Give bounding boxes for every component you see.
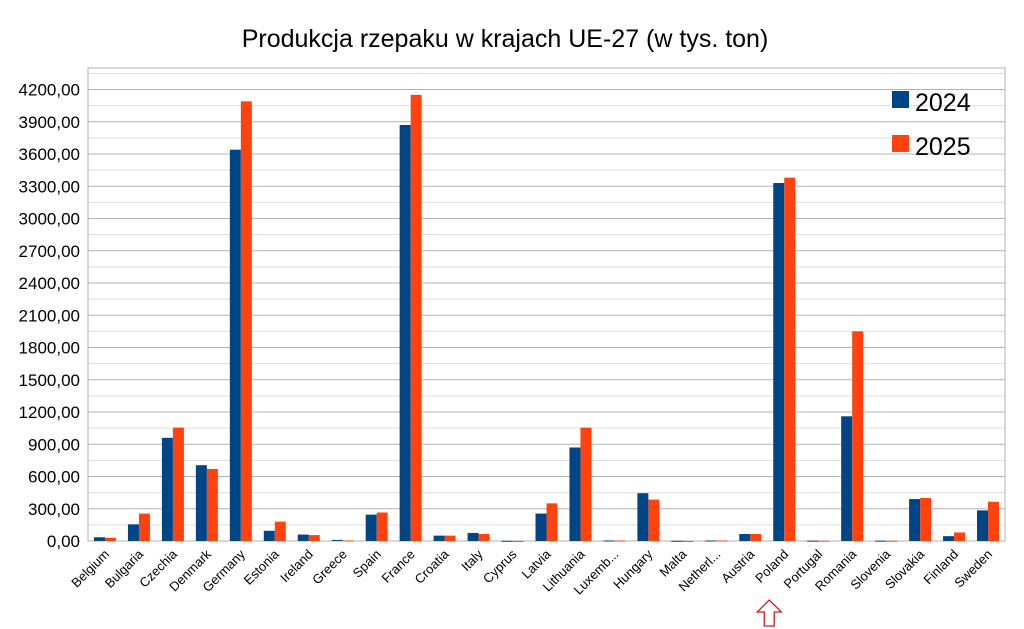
bar-2025-Estonia <box>274 521 286 541</box>
y-tick-label: 3600,00 <box>19 145 80 164</box>
legend-label-2025: 2025 <box>915 133 971 161</box>
bars <box>93 94 1000 542</box>
bar-2025-Czechia <box>172 427 184 541</box>
bar-2024-Finland <box>943 536 955 541</box>
bar-2025-Belgium <box>104 537 116 541</box>
bar-2025-Lithuania <box>580 427 592 541</box>
legend: 2024 2025 <box>892 89 971 161</box>
bar-2025-Denmark <box>206 468 218 541</box>
bar-2025-Ireland <box>308 535 320 541</box>
y-tick-label: 3900,00 <box>19 113 80 132</box>
bar-2024-Italy <box>467 532 479 541</box>
bar-2024-Greece <box>331 539 343 541</box>
y-tick-label: 2700,00 <box>19 242 80 261</box>
bar-2024-Sweden <box>977 510 989 541</box>
y-tick-label: 900,00 <box>28 435 80 454</box>
y-tick-label: 4200,00 <box>19 81 80 100</box>
bar-2025-Hungary <box>648 499 660 541</box>
bar-2025-Netherl... <box>716 540 728 542</box>
bar-2025-Portugal <box>818 540 830 542</box>
bar-2024-Austria <box>739 534 751 541</box>
bar-2025-Cyprus <box>512 540 524 542</box>
bar-2024-Romania <box>841 416 853 541</box>
bar-2024-Slovakia <box>909 499 921 541</box>
bar-2025-Sweden <box>988 501 1000 541</box>
bar-2024-Lithuania <box>569 447 581 541</box>
y-tick-label: 600,00 <box>28 468 80 487</box>
y-tick-label: 3000,00 <box>19 210 80 229</box>
bar-2025-Finland <box>954 532 966 541</box>
bar-2025-Slovenia <box>886 540 898 542</box>
bar-2024-Ireland <box>297 534 309 541</box>
bar-2025-Slovakia <box>920 498 932 541</box>
legend-label-2024: 2024 <box>915 89 971 117</box>
bar-2024-Estonia <box>263 530 275 541</box>
bar-2024-Cyprus <box>501 540 513 542</box>
y-tick-label: 300,00 <box>28 500 80 519</box>
bar-2024-Belgium <box>93 537 105 541</box>
bar-2024-Croatia <box>433 535 445 541</box>
bar-2024-Portugal <box>807 540 819 542</box>
bar-2025-France <box>410 94 422 541</box>
chart-title: Produkcja rzepaku w krajach UE-27 (w tys… <box>242 25 769 53</box>
bar-2025-Romania <box>852 331 864 541</box>
bar-2024-Malta <box>671 540 683 542</box>
bar-2025-Poland <box>784 177 796 541</box>
bar-2025-Latvia <box>546 503 558 541</box>
bar-2025-Bulgaria <box>138 513 150 541</box>
bar-2024-Bulgaria <box>127 524 139 541</box>
bar-2025-Austria <box>750 534 762 541</box>
bar-2024-France <box>399 124 411 541</box>
legend-swatch-2025 <box>892 135 909 152</box>
bar-2024-Slovenia <box>875 540 887 542</box>
bar-2025-Greece <box>342 540 354 542</box>
y-tick-label: 2400,00 <box>19 274 80 293</box>
bar-2024-Luxemb... <box>603 540 615 542</box>
y-tick-label: 1200,00 <box>19 403 80 422</box>
bar-2024-Spain <box>365 514 377 541</box>
bar-2025-Croatia <box>444 535 456 541</box>
highlight-marker-layer <box>755 599 783 627</box>
y-tick-label: 0,00 <box>47 532 80 551</box>
bar-2024-Latvia <box>535 513 547 541</box>
y-tick-label: 1800,00 <box>19 339 80 358</box>
highlight-arrow-icon <box>755 599 783 627</box>
bar-2025-Italy <box>478 534 490 541</box>
bar-2025-Germany <box>240 101 252 541</box>
bar-2025-Luxemb... <box>614 540 626 542</box>
bar-2024-Hungary <box>637 493 649 541</box>
bar-2024-Czechia <box>161 437 173 541</box>
y-tick-label: 3300,00 <box>19 177 80 196</box>
y-axis-ticks: 0,00 300,00 600,00 900,00 1200,00 1500,00 1800… <box>19 81 80 552</box>
y-tick-label: 1500,00 <box>19 371 80 390</box>
bar-2024-Germany <box>229 149 241 541</box>
bar-2025-Spain <box>376 512 388 541</box>
y-tick-label: 2100,00 <box>19 306 80 325</box>
bar-2024-Denmark <box>195 465 207 541</box>
bar-2025-Malta <box>682 540 694 542</box>
bar-2024-Poland <box>773 183 785 541</box>
legend-swatch-2024 <box>892 91 909 108</box>
bar-2024-Netherl... <box>705 540 717 542</box>
